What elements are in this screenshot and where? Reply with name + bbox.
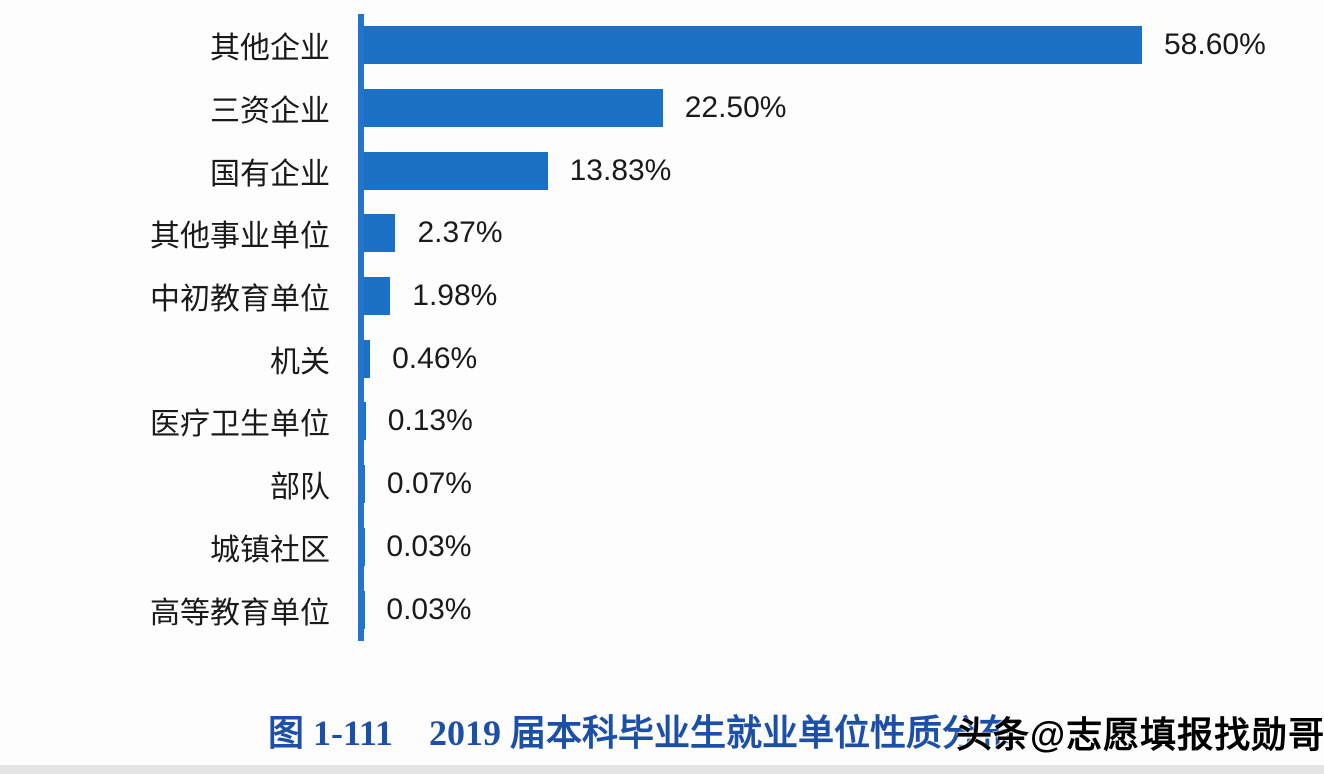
- chart-row: 国有企业 13.83%: [0, 139, 1324, 202]
- bar: [364, 151, 548, 190]
- category-label: 高等教育单位: [150, 596, 330, 630]
- bottom-divider: [0, 765, 1324, 774]
- value-label: 2.37%: [417, 216, 503, 250]
- bar: [364, 214, 396, 253]
- bar: [364, 26, 1142, 65]
- bar: [364, 465, 365, 504]
- chart-rows: 其他企业 58.60% 三资企业 22.50% 国有企业 13.83% 其他事业…: [0, 14, 1324, 641]
- value-label: 0.13%: [387, 404, 473, 438]
- chart-row: 医疗卫生单位 0.13%: [0, 390, 1324, 453]
- figure-caption: 图 1-111 2019 届本科毕业生就业单位性质分布: [268, 704, 1014, 756]
- category-label: 国有企业: [210, 157, 330, 191]
- category-label: 其他企业: [210, 32, 330, 66]
- category-label: 其他事业单位: [150, 220, 330, 254]
- value-label: 0.07%: [386, 467, 472, 501]
- watermark-text: 头条@志愿填报找勋哥: [956, 714, 1324, 755]
- bar-zone: 58.60%: [364, 14, 1324, 77]
- category-label: 城镇社区: [210, 533, 330, 567]
- bar-zone: 0.46%: [364, 327, 1324, 390]
- category-label: 部队: [270, 471, 330, 505]
- chart-row: 机关 0.46%: [0, 327, 1324, 390]
- value-label: 22.50%: [684, 91, 787, 125]
- y-axis-line: [358, 14, 364, 641]
- bar: [364, 339, 371, 378]
- chart-row: 部队 0.07%: [0, 453, 1324, 516]
- value-label: 1.98%: [412, 279, 498, 313]
- bar-zone: 0.13%: [364, 390, 1324, 453]
- figure-title: 2019 届本科毕业生就业单位性质分布: [429, 713, 1015, 753]
- value-label: 0.03%: [386, 529, 472, 563]
- bar-zone: 13.83%: [364, 139, 1324, 202]
- category-label: 三资企业: [210, 95, 330, 129]
- category-label: 中初教育单位: [150, 283, 330, 317]
- bar: [364, 277, 391, 316]
- bar-zone: 2.37%: [364, 202, 1324, 265]
- value-label: 58.60%: [1164, 28, 1266, 62]
- bar-zone: 0.03%: [364, 516, 1324, 579]
- value-label: 13.83%: [569, 153, 672, 187]
- category-label: 医疗卫生单位: [150, 408, 330, 442]
- chart-row: 城镇社区 0.03%: [0, 516, 1324, 579]
- bar-zone: 22.50%: [364, 77, 1324, 140]
- figure-number: 图 1-111: [268, 713, 394, 753]
- bar-zone: 0.07%: [364, 453, 1324, 516]
- chart-row: 其他企业 58.60%: [0, 14, 1324, 77]
- value-label: 0.03%: [386, 592, 472, 626]
- bar: [364, 402, 366, 441]
- chart-row: 中初教育单位 1.98%: [0, 265, 1324, 328]
- bar: [364, 89, 663, 128]
- bar-zone: 1.98%: [364, 265, 1324, 328]
- value-label: 0.46%: [392, 341, 478, 375]
- chart-row: 其他事业单位 2.37%: [0, 202, 1324, 265]
- category-label: 机关: [270, 345, 330, 379]
- chart-row: 三资企业 22.50%: [0, 77, 1324, 140]
- bar-zone: 0.03%: [364, 578, 1324, 641]
- chart-row: 高等教育单位 0.03%: [0, 578, 1324, 641]
